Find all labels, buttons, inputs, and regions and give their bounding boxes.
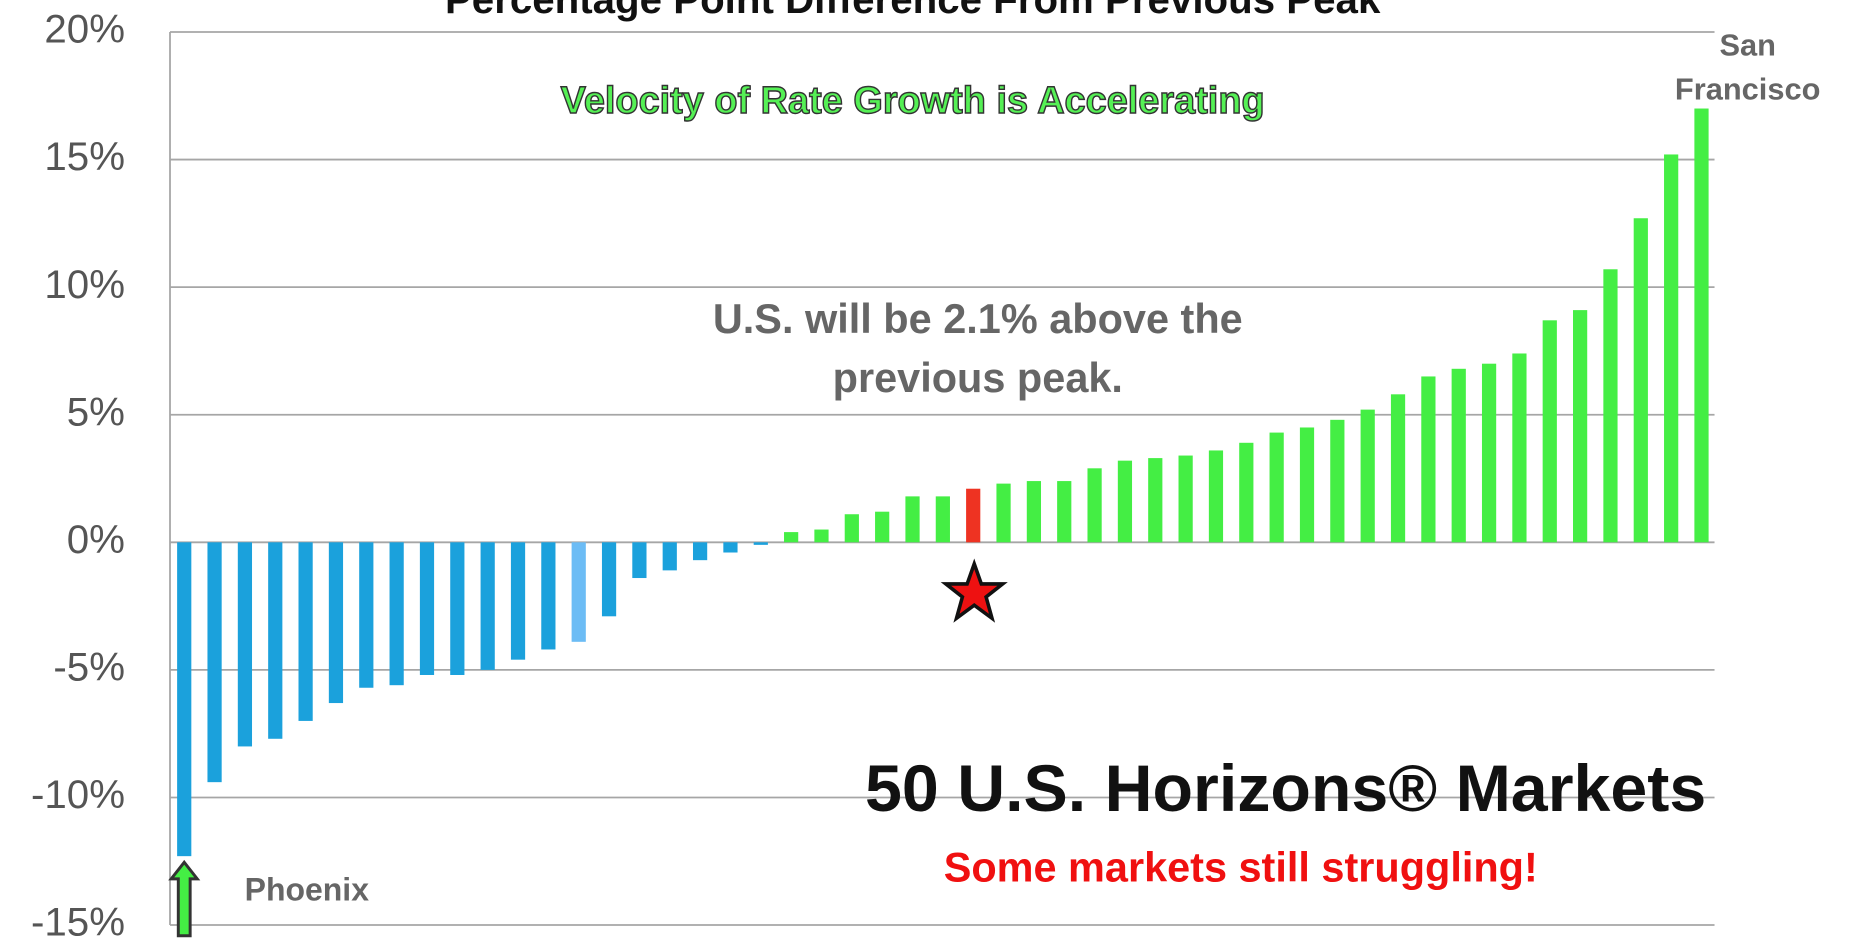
bar xyxy=(510,542,526,660)
bar xyxy=(814,529,829,543)
bar xyxy=(1299,427,1315,543)
bar xyxy=(1026,481,1042,543)
bar xyxy=(875,511,890,543)
bar xyxy=(389,542,404,686)
bar xyxy=(632,542,647,579)
bar xyxy=(1664,154,1679,543)
y-tick-label: 15% xyxy=(44,134,125,179)
bar xyxy=(1057,481,1072,543)
struggling-annotation: Some markets still struggling! xyxy=(944,844,1538,891)
bar xyxy=(844,514,859,543)
y-tick-label: 10% xyxy=(44,262,125,307)
bar xyxy=(1117,460,1133,543)
bar xyxy=(1512,353,1527,543)
bar xyxy=(1542,320,1557,543)
y-tick-label: -10% xyxy=(31,772,125,817)
bar xyxy=(1208,450,1224,543)
bar xyxy=(177,542,192,857)
bar xyxy=(1148,458,1163,543)
y-tick-label: -15% xyxy=(31,900,125,944)
us-annotation: U.S. will be 2.1% above the previous pea… xyxy=(712,296,1243,402)
bar xyxy=(268,542,283,739)
bar xyxy=(601,542,617,617)
bar xyxy=(905,496,920,543)
y-tick-label: -5% xyxy=(53,645,125,690)
bar xyxy=(480,542,495,670)
category-label: San Francisco xyxy=(1674,27,1821,107)
bar xyxy=(237,542,253,747)
bar xyxy=(419,542,435,675)
bar xyxy=(1360,409,1375,543)
bar xyxy=(1239,442,1254,543)
bar xyxy=(996,483,1011,543)
bar xyxy=(359,542,374,688)
phoenix-arrow xyxy=(168,859,201,938)
bar xyxy=(1603,269,1618,543)
chart-subtitle: Velocity of Rate Growth is Accelerating xyxy=(561,80,1265,122)
bar xyxy=(1481,363,1497,543)
bar xyxy=(207,542,222,783)
y-tick-label: 5% xyxy=(67,389,125,434)
category-label-box: San Francisco xyxy=(1674,27,1821,107)
bar xyxy=(1178,455,1193,543)
bar xyxy=(1330,419,1345,543)
category-label: Phoenix xyxy=(245,871,370,907)
chart-title: Percentage Point Difference From Previou… xyxy=(445,0,1381,22)
bar xyxy=(1087,468,1102,543)
bar xyxy=(1451,368,1466,543)
bars xyxy=(177,108,1709,857)
bar xyxy=(935,496,950,543)
bar xyxy=(1421,376,1436,543)
bar xyxy=(298,542,313,721)
markets-annotation: 50 U.S. Horizons® Markets xyxy=(865,752,1706,826)
bar xyxy=(662,542,677,571)
bar xyxy=(541,542,556,650)
bar xyxy=(1390,394,1406,543)
bar xyxy=(1694,108,1709,543)
bar xyxy=(1573,310,1588,543)
annotation-box: U.S. will be 2.1% above the previous pea… xyxy=(712,296,1243,402)
us-star xyxy=(940,558,1008,623)
bar xyxy=(328,542,344,704)
y-tick-label: 0% xyxy=(67,517,125,562)
y-tick-label: 20% xyxy=(44,7,125,52)
bar xyxy=(1269,432,1284,543)
bar xyxy=(571,542,586,642)
bar xyxy=(1633,218,1648,543)
bar xyxy=(450,542,465,675)
bar xyxy=(966,488,981,543)
bar xyxy=(692,542,708,561)
bar xyxy=(723,542,738,553)
bar xyxy=(784,532,799,543)
bar xyxy=(753,542,768,545)
